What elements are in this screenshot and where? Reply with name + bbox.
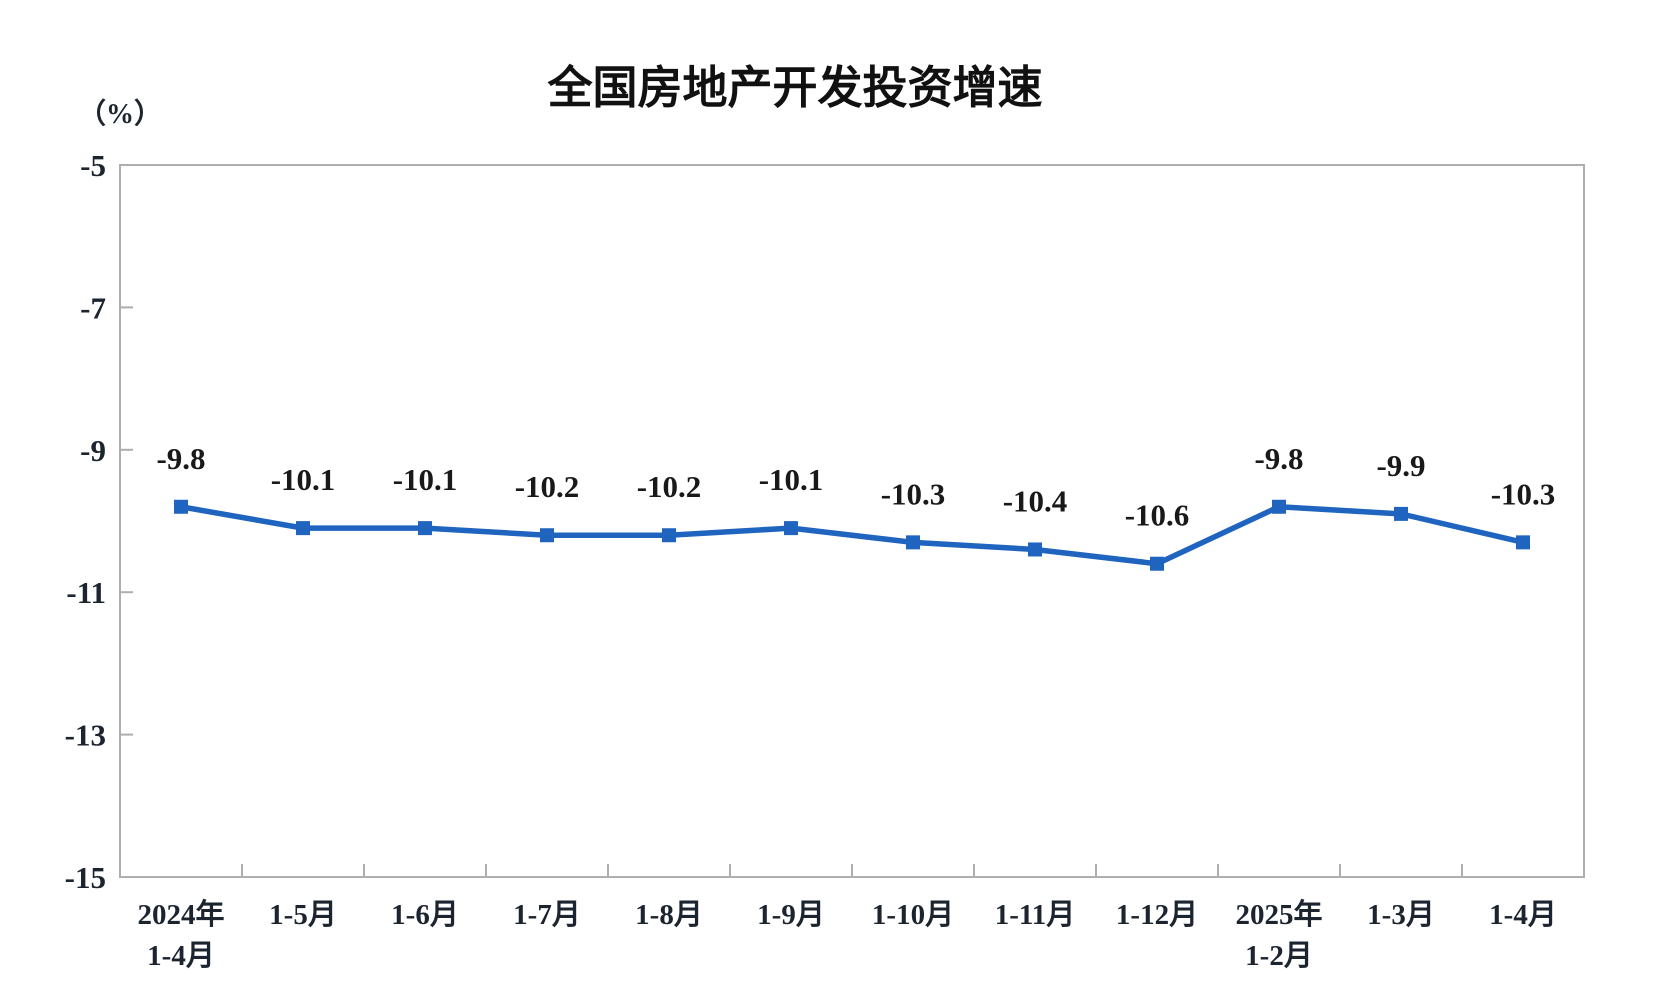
plot-border xyxy=(119,164,1585,878)
data-point-label: -10.3 xyxy=(881,476,946,511)
data-point-marker xyxy=(1028,542,1042,557)
data-point-label: -10.1 xyxy=(393,462,458,497)
data-point-label: -9.8 xyxy=(156,441,205,476)
x-category-label: 1-4月 xyxy=(1489,899,1557,931)
data-point-marker xyxy=(418,521,432,536)
y-tick-label: -9 xyxy=(80,433,106,468)
data-point-label: -10.4 xyxy=(1003,483,1068,518)
data-point-marker xyxy=(662,528,676,543)
data-point-label: -10.2 xyxy=(515,469,580,504)
y-tick-label: -13 xyxy=(65,718,106,753)
x-category-label: 1-11月 xyxy=(995,899,1076,931)
data-point-marker xyxy=(1516,535,1530,550)
x-category-label: 1-10月 xyxy=(872,899,954,931)
data-point-marker xyxy=(1272,499,1286,514)
data-point-label: -10.2 xyxy=(637,469,702,504)
data-point-marker xyxy=(1150,556,1164,571)
x-category-label: 1-8月 xyxy=(635,899,703,931)
data-series-line xyxy=(178,504,1526,567)
chart-title: 全国房地产开发投资增速 xyxy=(546,62,1042,113)
y-axis-unit-label: （%） xyxy=(78,97,162,130)
data-point-label: -9.8 xyxy=(1254,441,1303,476)
data-point-label: -10.1 xyxy=(271,462,336,497)
y-tick-label: -5 xyxy=(80,148,106,183)
x-category-label: 1-2月 xyxy=(1245,940,1313,972)
x-category-label: 2024年 xyxy=(137,897,224,931)
x-category-label: 1-12月 xyxy=(1116,899,1198,931)
x-category-label: 1-3月 xyxy=(1367,899,1435,931)
x-category-label: 1-9月 xyxy=(757,899,825,931)
data-point-label: -9.9 xyxy=(1376,448,1425,483)
x-category-label: 1-4月 xyxy=(147,940,215,972)
data-point-marker xyxy=(540,528,554,543)
x-category-label: 2025年 xyxy=(1235,897,1322,931)
data-point-label: -10.1 xyxy=(759,462,824,497)
y-tick-label: -15 xyxy=(65,860,106,895)
data-point-marker xyxy=(784,521,798,536)
x-category-label: 1-5月 xyxy=(269,899,337,931)
data-point-marker xyxy=(1394,506,1408,521)
x-category-label: 1-7月 xyxy=(513,899,581,931)
plot-area: -5 -7 -9 -11 -13 -15 2024年 1-4月 1-5月 1-6月 1-7月 1-8月… xyxy=(65,148,1585,972)
y-tick-label: -11 xyxy=(66,575,106,610)
data-point-marker xyxy=(174,499,188,514)
y-tick-label: -7 xyxy=(80,290,106,325)
x-category-label: 1-6月 xyxy=(391,899,459,931)
data-point-label: -10.3 xyxy=(1491,476,1556,511)
data-point-marker xyxy=(296,521,310,536)
data-point-marker xyxy=(906,535,920,550)
data-point-label: -10.6 xyxy=(1125,498,1190,533)
